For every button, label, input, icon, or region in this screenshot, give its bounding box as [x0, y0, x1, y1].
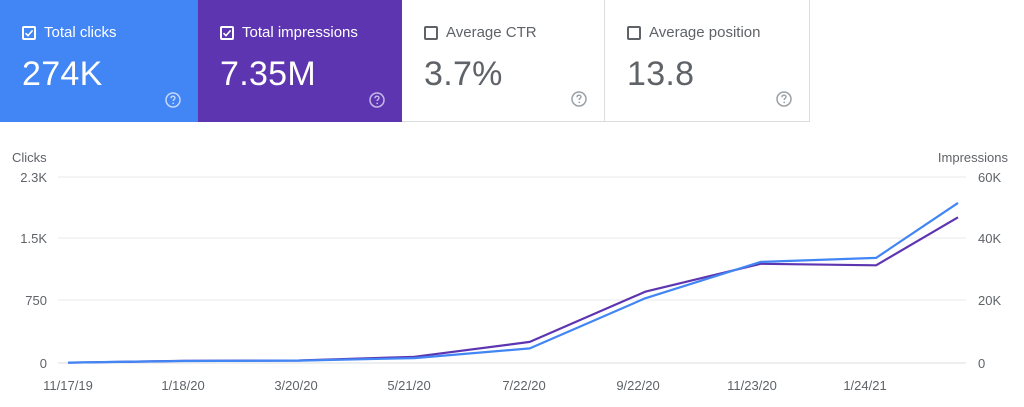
- total-impressions-card[interactable]: Total impressions 7.35M: [198, 0, 402, 122]
- average-ctr-card[interactable]: Average CTR 3.7%: [402, 0, 605, 122]
- total-clicks-checkbox[interactable]: [22, 25, 36, 40]
- help-icon[interactable]: [369, 92, 385, 108]
- average-ctr-header: Average CTR: [424, 24, 537, 41]
- average-position-value: 13.8: [627, 55, 695, 93]
- total-impressions-label: Total impressions: [242, 24, 358, 41]
- y-ticks-left: 2.3K 1.5K 750 0: [20, 170, 47, 371]
- check-icon: [222, 29, 232, 37]
- y-tick-right: 0: [978, 356, 985, 371]
- average-position-header: Average position: [627, 24, 760, 41]
- x-tick: 5/21/20: [387, 378, 430, 393]
- x-tick: 3/20/20: [274, 378, 317, 393]
- help-icon[interactable]: [165, 92, 181, 108]
- total-clicks-value: 274K: [22, 55, 103, 93]
- impressions-series-line: [67, 216, 959, 364]
- x-tick: 11/23/20: [727, 378, 777, 393]
- x-tick: 1/18/20: [161, 378, 204, 393]
- total-clicks-label: Total clicks: [44, 24, 117, 41]
- series-lines: [67, 201, 959, 364]
- y-tick-right: 40K: [978, 231, 1001, 246]
- average-ctr-label: Average CTR: [446, 24, 537, 41]
- performance-chart: Clicks Impressions 2.3K 1.5K 750 0 60K 4…: [12, 150, 1009, 393]
- total-clicks-card[interactable]: Total clicks 274K: [0, 0, 198, 122]
- clicks-series-line: [67, 201, 959, 364]
- check-icon: [24, 29, 34, 37]
- average-ctr-value: 3.7%: [424, 55, 503, 93]
- x-tick: 7/22/20: [502, 378, 545, 393]
- average-position-card[interactable]: Average position 13.8: [605, 0, 810, 122]
- y-ticks-right: 60K 40K 20K 0: [978, 170, 1001, 371]
- right-axis-title: Impressions: [938, 150, 1009, 165]
- average-position-label: Average position: [649, 24, 761, 41]
- y-tick-right: 20K: [978, 293, 1001, 308]
- help-icon[interactable]: [571, 91, 587, 107]
- total-impressions-checkbox[interactable]: [220, 25, 234, 40]
- y-tick-left: 750: [25, 293, 47, 308]
- gridlines: [58, 176, 966, 364]
- total-impressions-value: 7.35M: [220, 55, 316, 93]
- x-tick: 9/22/20: [616, 378, 659, 393]
- left-axis-title: Clicks: [12, 150, 47, 165]
- help-icon[interactable]: [776, 91, 792, 107]
- metric-cards: Total clicks 274K Total impressions 7.35…: [0, 0, 810, 122]
- y-tick-right: 60K: [978, 170, 1001, 185]
- y-tick-left: 2.3K: [20, 170, 47, 185]
- average-ctr-checkbox[interactable]: [424, 25, 438, 40]
- total-impressions-header: Total impressions: [220, 24, 358, 41]
- x-ticks: 11/17/19 1/18/20 3/20/20 5/21/20 7/22/20…: [43, 378, 887, 393]
- total-clicks-header: Total clicks: [22, 24, 117, 41]
- average-position-checkbox[interactable]: [627, 25, 641, 40]
- y-tick-left: 0: [40, 356, 47, 371]
- x-tick: 1/24/21: [843, 378, 886, 393]
- x-tick: 11/17/19: [43, 378, 93, 393]
- y-tick-left: 1.5K: [20, 231, 47, 246]
